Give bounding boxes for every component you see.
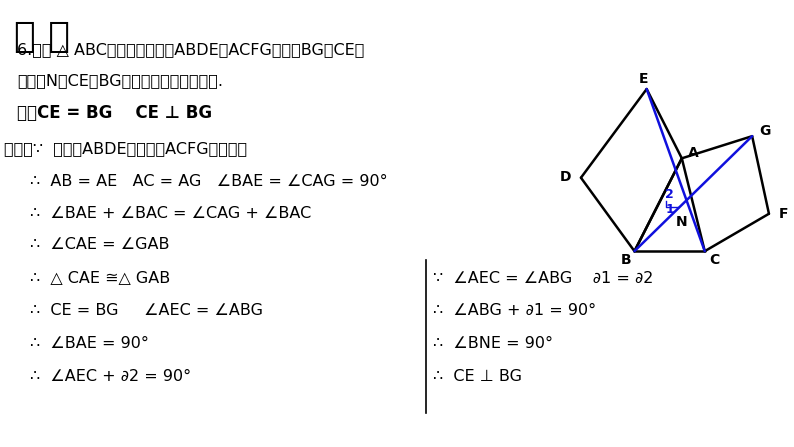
Text: 交点为N，CE与BG有何关系？请说明理由.: 交点为N，CE与BG有何关系？请说明理由. (17, 73, 223, 88)
Text: 作 业: 作 业 (14, 20, 70, 54)
Text: ∴  ∠CAE = ∠GAB: ∴ ∠CAE = ∠GAB (30, 237, 170, 253)
Text: ∴  ∠BAE = 90°: ∴ ∠BAE = 90° (30, 336, 149, 351)
Text: 2: 2 (665, 189, 674, 202)
Text: C: C (709, 253, 719, 267)
Text: A: A (688, 146, 698, 160)
Text: B: B (621, 253, 632, 267)
Text: ∴  ∠BAE + ∠BAC = ∠CAG + ∠BAC: ∴ ∠BAE + ∠BAC = ∠CAG + ∠BAC (30, 206, 311, 221)
Text: 1: 1 (665, 203, 674, 216)
Text: 证明：∵  四边形ABDE和四边形ACFG是正方形: 证明：∵ 四边形ABDE和四边形ACFG是正方形 (4, 141, 247, 156)
Text: ∵  ∠AEC = ∠ABG    ∂1 = ∂2: ∵ ∠AEC = ∠ABG ∂1 = ∂2 (433, 270, 653, 286)
Text: F: F (778, 207, 788, 221)
Text: 6.如图 △ ABC的外面作正方形ABDE和ACFG，连结BG、CE，: 6.如图 △ ABC的外面作正方形ABDE和ACFG，连结BG、CE， (17, 42, 365, 57)
Text: ∴  △ CAE ≅△ GAB: ∴ △ CAE ≅△ GAB (30, 270, 171, 286)
Text: ∴  ∠BNE = 90°: ∴ ∠BNE = 90° (433, 336, 553, 351)
Text: ∴  CE = BG     ∠AEC = ∠ABG: ∴ CE = BG ∠AEC = ∠ABG (30, 303, 263, 318)
Text: N: N (676, 215, 688, 229)
Text: D: D (559, 170, 571, 184)
Text: ∴  ∠ABG + ∂1 = 90°: ∴ ∠ABG + ∂1 = 90° (433, 303, 596, 318)
Text: ∴  CE ⊥ BG: ∴ CE ⊥ BG (433, 369, 522, 384)
Text: ∴  AB = AE   AC = AG   ∠BAE = ∠CAG = 90°: ∴ AB = AE AC = AG ∠BAE = ∠CAG = 90° (30, 173, 387, 189)
Text: 答：CE = BG    CE ⊥ BG: 答：CE = BG CE ⊥ BG (17, 104, 213, 122)
Text: G: G (759, 124, 770, 138)
Text: ∴  ∠AEC + ∂2 = 90°: ∴ ∠AEC + ∂2 = 90° (30, 369, 191, 384)
Text: E: E (638, 72, 648, 86)
